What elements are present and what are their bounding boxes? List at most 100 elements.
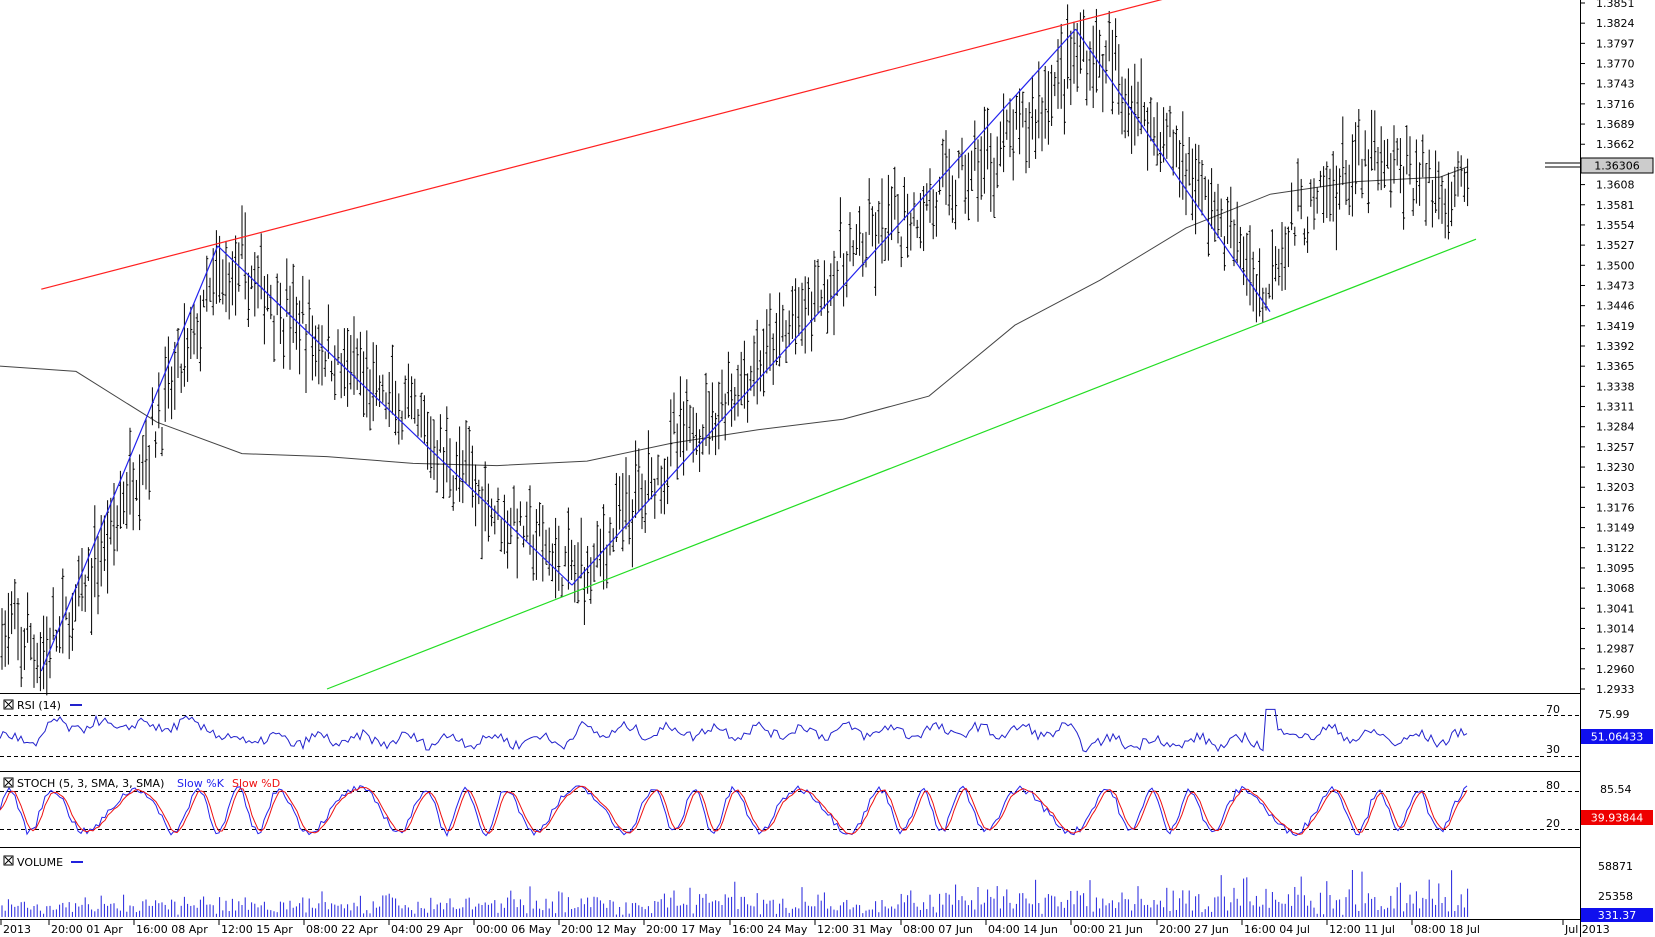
price-tick-label: 1.3743 bbox=[1596, 78, 1635, 91]
price-tick-label: 1.3500 bbox=[1596, 259, 1635, 272]
current-price-label: 1.36306 bbox=[1594, 160, 1640, 173]
volume-current-box bbox=[1581, 908, 1653, 922]
time-tick-label: 04:00 29 Apr bbox=[391, 923, 463, 936]
price-tick-label: 1.3851 bbox=[1596, 0, 1635, 10]
rsi-level-low: 30 bbox=[1546, 743, 1560, 756]
stoch-slow-d-label: Slow %D bbox=[232, 777, 280, 790]
time-tick-label: 16:00 04 Jul bbox=[1244, 923, 1310, 936]
price-tick-label: 1.3365 bbox=[1596, 360, 1635, 373]
sma-line bbox=[0, 166, 1469, 467]
volume-scale-high: 58871 bbox=[1598, 860, 1633, 873]
stoch-panel: STOCH (5, 3, SMA, 3, SMA) Slow %K Slow %… bbox=[0, 777, 1653, 838]
time-tick-label: 08:00 18 Jul bbox=[1414, 923, 1480, 936]
stoch-d-path bbox=[0, 785, 1468, 836]
rsi-current-value: 51.06433 bbox=[1591, 731, 1644, 744]
time-tick-label: 20:00 01 Apr bbox=[51, 923, 123, 936]
rsi-line bbox=[0, 708, 1468, 753]
time-tick-label: 12:00 31 May bbox=[817, 923, 893, 936]
time-tick-label: Jul 2013 bbox=[1564, 923, 1610, 936]
time-tick-label: 16:00 24 May bbox=[732, 923, 808, 936]
rsi-title: RSI (14) bbox=[17, 699, 61, 712]
volume-panel: VOLUME 58871 25358 331.37 bbox=[1, 855, 1653, 922]
current-price-box bbox=[1580, 157, 1654, 174]
time-tick-label: 04:00 14 Jun bbox=[988, 923, 1058, 936]
resistance-trend-line bbox=[41, 0, 1163, 290]
price-tick-label: 1.3041 bbox=[1596, 602, 1635, 615]
price-tick-label: 1.3554 bbox=[1596, 219, 1635, 232]
stoch-k-line bbox=[0, 785, 1468, 838]
stoch-k-path bbox=[0, 785, 1468, 838]
time-tick-label: 08:00 22 Apr bbox=[306, 923, 378, 936]
sma-path bbox=[0, 166, 1469, 467]
price-tick-label: 1.3230 bbox=[1596, 461, 1635, 474]
zigzag-segment bbox=[571, 28, 1077, 586]
price-tick-label: 1.3446 bbox=[1596, 300, 1635, 313]
stoch-level-high: 80 bbox=[1546, 779, 1560, 792]
price-tick-label: 1.3284 bbox=[1596, 421, 1635, 434]
zigzag-segment bbox=[1075, 28, 1271, 312]
price-tick-label: 1.2960 bbox=[1596, 663, 1635, 676]
ohlc-bars bbox=[0, 4, 1470, 696]
price-tick-label: 1.3770 bbox=[1596, 58, 1635, 71]
price-tick-label: 1.3797 bbox=[1596, 37, 1635, 50]
price-tick-label: 1.2987 bbox=[1596, 643, 1635, 656]
rsi-panel: RSI (14) 70 30 75.99 51.06433 bbox=[0, 699, 1653, 757]
price-tick-label: 1.3095 bbox=[1596, 562, 1635, 575]
price-tick-label: 1.3608 bbox=[1596, 179, 1635, 192]
time-tick-label: 16:00 08 Apr bbox=[136, 923, 208, 936]
price-tick-label: 1.3419 bbox=[1596, 320, 1635, 333]
stoch-scale-value: 85.54 bbox=[1600, 783, 1632, 796]
price-tick-label: 1.2933 bbox=[1596, 683, 1635, 696]
price-tick-label: 1.3122 bbox=[1596, 542, 1635, 555]
time-tick-label: 00:00 21 Jun bbox=[1073, 923, 1143, 936]
stoch-current-value: 39.93844 bbox=[1591, 812, 1644, 825]
stoch-d-line bbox=[0, 785, 1468, 836]
price-tick-label: 1.3527 bbox=[1596, 239, 1635, 252]
price-tick-label: 1.3068 bbox=[1596, 582, 1635, 595]
current-price-badge: 1.36306 bbox=[1545, 157, 1654, 174]
price-tick-label: 1.3392 bbox=[1596, 340, 1635, 353]
panel-borders bbox=[0, 0, 1581, 937]
time-tick-label: 20:00 17 May bbox=[646, 923, 722, 936]
rsi-current-box bbox=[1581, 729, 1653, 744]
volume-bars bbox=[1, 869, 1469, 917]
price-tick-label: 1.3824 bbox=[1596, 17, 1635, 30]
price-axis: 1.3851 1.3824 1.3797 1.3770 1.3743 1.3716 1.36… bbox=[1580, 0, 1635, 696]
price-tick-label: 1.3014 bbox=[1596, 622, 1635, 635]
price-tick-label: 1.3311 bbox=[1596, 401, 1635, 414]
stoch-current-box bbox=[1581, 810, 1653, 825]
time-tick-label: 20:00 12 May bbox=[561, 923, 637, 936]
time-axis: 2013 20:00 01 Apr 16:00 08 Apr 12:00 15 Apr… bbox=[0, 920, 1610, 936]
price-tick-label: 1.3203 bbox=[1596, 481, 1635, 494]
price-tick-label: 1.3176 bbox=[1596, 501, 1635, 514]
time-tick-label: 2013 bbox=[3, 923, 31, 936]
zigzag-lines bbox=[40, 28, 1271, 672]
stoch-slow-k-label: Slow %K bbox=[177, 777, 225, 790]
stoch-title: STOCH (5, 3, SMA, 3, SMA) bbox=[17, 777, 164, 790]
price-tick-label: 1.3257 bbox=[1596, 441, 1635, 454]
price-tick-label: 1.3149 bbox=[1596, 522, 1635, 535]
price-tick-label: 1.3662 bbox=[1596, 138, 1635, 151]
trend-lines bbox=[41, 0, 1477, 690]
rsi-path bbox=[0, 708, 1468, 753]
time-tick-label: 12:00 15 Apr bbox=[221, 923, 293, 936]
price-tick-label: 1.3581 bbox=[1596, 199, 1635, 212]
stoch-level-low: 20 bbox=[1546, 817, 1560, 830]
price-tick-label: 1.3689 bbox=[1596, 118, 1635, 131]
rsi-level-high: 70 bbox=[1546, 703, 1560, 716]
zigzag-segment bbox=[40, 245, 219, 672]
price-tick-label: 1.3716 bbox=[1596, 98, 1635, 111]
volume-scale-mid: 25358 bbox=[1598, 890, 1633, 903]
volume-title: VOLUME bbox=[17, 856, 63, 869]
zigzag-segment bbox=[217, 245, 573, 586]
time-tick-label: 20:00 27 Jun bbox=[1159, 923, 1229, 936]
price-tick-label: 1.3473 bbox=[1596, 279, 1635, 292]
volume-current-value: 331.37 bbox=[1598, 909, 1637, 922]
time-tick-label: 08:00 07 Jun bbox=[903, 923, 973, 936]
price-panel bbox=[0, 0, 1477, 696]
rsi-scale-value: 75.99 bbox=[1598, 708, 1630, 721]
price-tick-label: 1.3338 bbox=[1596, 380, 1635, 393]
time-tick-label: 00:00 06 May bbox=[476, 923, 552, 936]
support-trend-line bbox=[326, 238, 1477, 690]
